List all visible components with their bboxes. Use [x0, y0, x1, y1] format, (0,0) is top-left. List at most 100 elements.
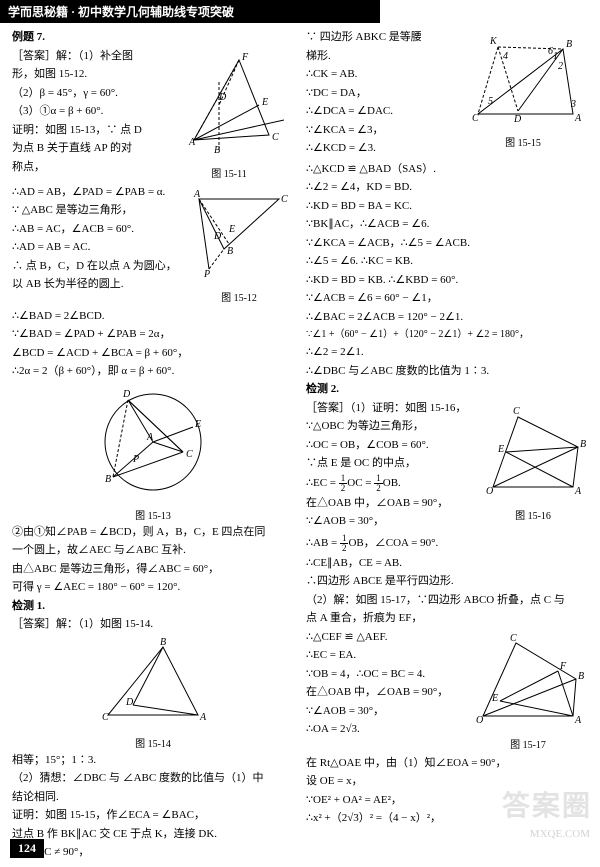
text-line: ∵BK∥AC，∴∠ACB = ∠6. — [306, 216, 588, 233]
text-line: 一个圆上，故∠AEC 与∠ABC 互补. — [12, 542, 294, 559]
svg-text:B: B — [578, 671, 584, 682]
page-number: 124 — [10, 839, 44, 858]
svg-text:A: A — [574, 113, 582, 124]
example-7-title: 例题 7. — [12, 29, 294, 46]
text-line: ∵∠BAC ≠ 90°， — [12, 844, 294, 861]
text-line: 设 OE = x， — [306, 773, 588, 790]
text-line: ∵∠BAD = ∠PAD + ∠PAB = 2α， — [12, 326, 294, 343]
svg-text:2: 2 — [558, 61, 563, 72]
text-line: ∴CE∥AB，CE = AB. — [306, 555, 588, 572]
fig-15-17-label: 图 15-17 — [468, 736, 588, 751]
right-column: CA BK D 12 34 56 图 15-15 ∵ 四边形 ABKC 是等腰 … — [300, 23, 594, 867]
figure-15-14: C A B D 图 15-14 — [12, 635, 294, 750]
text-line: ∵∠1 +（60° − ∠1）+（120° − 2∠1）+ ∠2 = 180°， — [306, 327, 588, 342]
left-column: 例题 7. AC FB ED 图 15-11 ［答案］解：（1）补全图 形，如图… — [6, 23, 300, 867]
svg-text:O: O — [476, 715, 483, 726]
figure-15-12: A C B P DE 图 15-12 — [184, 184, 294, 304]
text-line: ②由①知∠PAB = ∠BCD，则 A，B，C，E 四点在同 — [12, 524, 294, 541]
text-line: ［答案］解：（1）如图 15-14. — [12, 616, 294, 633]
fig-15-16-label: 图 15-16 — [478, 507, 588, 522]
text-line: 由△ABC 是等边三角形，得∠ABC = 60°， — [12, 561, 294, 578]
page-content: 例题 7. AC FB ED 图 15-11 ［答案］解：（1）补全图 形，如图… — [0, 23, 600, 867]
svg-text:F: F — [241, 52, 249, 63]
svg-text:B: B — [214, 145, 220, 156]
svg-text:C: C — [472, 113, 479, 124]
text-line: ∵∠KCA = ∠ACB，∴∠5 = ∠ACB. — [306, 235, 588, 252]
svg-text:D: D — [218, 92, 227, 103]
svg-text:6: 6 — [548, 46, 553, 57]
svg-text:C: C — [513, 406, 520, 417]
text-line: （2）猜想：∠DBC 与 ∠ABC 度数的比值与（1）中 — [12, 770, 294, 787]
svg-text:C: C — [281, 194, 288, 205]
text-line: ∵OE² + OA² = AE²， — [306, 792, 588, 809]
svg-text:F: F — [559, 661, 567, 672]
svg-text:C: C — [102, 712, 109, 723]
text-line: ∵∠ACB = ∠6 = 60° − ∠1， — [306, 290, 588, 307]
text-line: ∴∠DBC 与∠ABC 度数的比值为 1∶3. — [306, 363, 588, 380]
figure-15-11: A C F B E D 图 15-11 — [164, 50, 294, 180]
svg-text:E: E — [261, 97, 268, 108]
svg-text:C: C — [510, 633, 517, 644]
text-line: ∠BCD = ∠ACD + ∠BCA = β + 60°， — [12, 345, 294, 362]
svg-text:A: A — [574, 715, 582, 726]
fig-15-14-label: 图 15-14 — [12, 735, 294, 750]
fig-15-13-label: 图 15-13 — [12, 507, 294, 522]
svg-text:D: D — [213, 231, 222, 242]
figure-15-15: CA BK D 12 34 56 图 15-15 — [458, 29, 588, 149]
svg-text:C: C — [272, 132, 279, 143]
svg-text:P: P — [132, 454, 139, 465]
text-line: 相等；15°；1∶3. — [12, 752, 294, 769]
svg-text:B: B — [566, 39, 572, 50]
text-line: ∴∠BAD = 2∠BCD. — [12, 308, 294, 325]
svg-text:5: 5 — [488, 96, 493, 107]
text-line: ∴KD = BD = BA = KC. — [306, 198, 588, 215]
text-line: ∴四边形 ABCE 是平行四边形. — [306, 573, 588, 590]
svg-text:K: K — [489, 36, 498, 47]
text-line: 点 A 重合，折痕为 EF， — [306, 610, 588, 627]
figure-15-16: O A B C E 图 15-16 — [478, 402, 588, 522]
svg-text:O: O — [486, 486, 493, 497]
fig-15-11-label: 图 15-11 — [164, 165, 294, 180]
text-line: ∴KD = BD = KB. ∴∠KBD = 60°. — [306, 272, 588, 289]
fig-15-12-label: 图 15-12 — [184, 289, 294, 304]
check-1-title: 检测 1. — [12, 598, 294, 615]
text-line: 证明：如图 15-15，作∠ECA = ∠BAC， — [12, 807, 294, 824]
text-line: 结论相同. — [12, 789, 294, 806]
svg-text:C: C — [186, 449, 193, 460]
svg-text:P: P — [203, 269, 210, 280]
svg-text:A: A — [188, 137, 196, 148]
text-line: 可得 γ = ∠AEC = 180° − 60° = 120°. — [12, 579, 294, 596]
svg-text:B: B — [160, 637, 166, 648]
svg-text:E: E — [491, 693, 498, 704]
svg-text:A: A — [574, 486, 582, 497]
figure-15-17: O A B C E F 图 15-17 — [468, 631, 588, 751]
svg-text:B: B — [580, 439, 586, 450]
svg-text:B: B — [105, 474, 111, 485]
figure-15-13: A C D B E P 图 15-13 — [12, 382, 294, 522]
svg-text:A: A — [146, 432, 154, 443]
text-line: ∴∠BAC = 2∠ACB = 120° − 2∠1. — [306, 309, 588, 326]
svg-text:E: E — [228, 224, 235, 235]
text-line: ∴∠2 = 2∠1. — [306, 344, 588, 361]
svg-text:4: 4 — [503, 51, 508, 62]
text-line: ∴∠5 = ∠6. ∴KC = KB. — [306, 253, 588, 270]
svg-text:B: B — [227, 246, 233, 257]
text-line: 在 Rt△OAE 中，由（1）知∠EOA = 90°， — [306, 755, 588, 772]
book-header: 学而思秘籍 · 初中数学几何辅助线专项突破 — [0, 0, 380, 23]
svg-text:D: D — [513, 114, 522, 125]
svg-text:A: A — [193, 189, 201, 200]
fig-15-15-label: 图 15-15 — [458, 134, 588, 149]
text-line: （2）解：如图 15-17，∵四边形 ABCO 折叠，点 C 与 — [306, 592, 588, 609]
text-line: 过点 B 作 BK∥AC 交 CE 于点 K，连接 DK. — [12, 826, 294, 843]
text-line: ∴2α = 2（β + 60°），即 α = β + 60°. — [12, 363, 294, 380]
svg-text:E: E — [497, 444, 504, 455]
text-line: ∴△KCD ≌ △BAD（SAS）. — [306, 161, 588, 178]
svg-text:D: D — [122, 389, 131, 400]
svg-text:D: D — [125, 697, 134, 708]
svg-text:E: E — [194, 419, 201, 430]
svg-text:A: A — [199, 712, 207, 723]
text-line: ∴∠2 = ∠4，KD = BD. — [306, 179, 588, 196]
svg-text:3: 3 — [570, 99, 576, 110]
text-line: ∴x² +（2√3）² =（4 − x）²， — [306, 810, 588, 827]
text-line: ∴AB = 12OB，∠COA = 90°. — [306, 534, 588, 553]
